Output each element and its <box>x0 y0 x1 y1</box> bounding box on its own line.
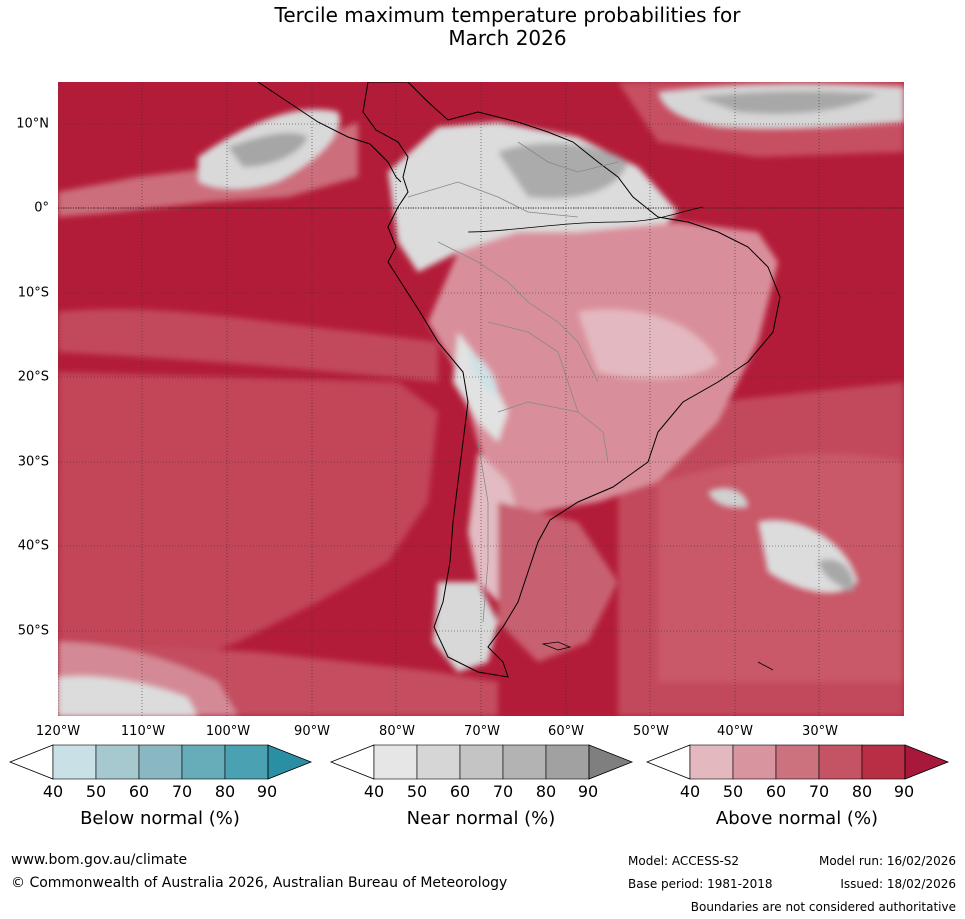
colorbar-segment <box>861 744 906 780</box>
cb-below-tick-40: 40 <box>42 782 64 801</box>
lon-label-40w: 40°W <box>717 724 753 739</box>
colorbar-near-normal <box>329 744 634 780</box>
colorbar-segment <box>373 744 418 780</box>
map-canvas <box>58 82 904 716</box>
cb-near-tick-60: 60 <box>449 782 471 801</box>
cb-below-tick-90: 90 <box>256 782 278 801</box>
gridlines <box>58 82 904 716</box>
colorbar-extend-high <box>267 744 313 780</box>
colorbar-title-below: Below normal (%) <box>80 808 240 829</box>
boundaries-disclaimer: Boundaries are not considered authoritat… <box>690 900 956 914</box>
lat-label-40s: 40°S <box>17 538 49 554</box>
cb-near-tick-40: 40 <box>363 782 385 801</box>
colorbar-segment <box>689 744 734 780</box>
colorbar-title-above: Above normal (%) <box>715 808 879 829</box>
model-name: Model: ACCESS-S2 <box>628 854 740 868</box>
amazon-river <box>467 206 704 233</box>
colorbar-below-normal <box>8 744 313 780</box>
colorbar-segment <box>818 744 863 780</box>
colorbar-segment <box>732 744 777 780</box>
lon-label-90w: 90°W <box>294 724 330 739</box>
lon-label-100w: 100°W <box>205 724 251 739</box>
colorbar-extend-high <box>588 744 634 780</box>
lon-label-50w: 50°W <box>633 724 669 739</box>
central-america-coastline <box>257 82 402 183</box>
cb-above-tick-40: 40 <box>679 782 701 801</box>
probability-map <box>58 82 904 716</box>
cb-above-tick-70: 70 <box>808 782 830 801</box>
lat-label-10s: 10°S <box>17 285 49 301</box>
lat-label-30s: 30°S <box>17 454 49 470</box>
colorbar-extend-low <box>8 744 54 780</box>
colorbar-segment <box>459 744 504 780</box>
cb-above-tick-50: 50 <box>722 782 744 801</box>
africa-edge-coast <box>757 661 774 671</box>
near-normal-patches <box>58 83 904 716</box>
website-link[interactable]: www.bom.gov.au/climate <box>11 852 188 868</box>
colorbar-segment <box>138 744 183 780</box>
chart-title: Tercile maximum temperature probabilitie… <box>0 4 965 50</box>
lat-label-10n: 10°N <box>16 116 49 132</box>
colorbar-extend-low <box>329 744 375 780</box>
issued-date: Issued: 18/02/2026 <box>840 877 956 891</box>
lon-label-60w: 60°W <box>548 724 584 739</box>
lon-label-70w: 70°W <box>464 724 500 739</box>
country-borders <box>407 141 619 623</box>
colorbar-extend-low <box>645 744 691 780</box>
cb-near-tick-90: 90 <box>577 782 599 801</box>
lat-label-0: 0° <box>34 200 49 216</box>
colorbar-segment <box>224 744 269 780</box>
falkland-islands <box>541 641 572 651</box>
cb-below-tick-50: 50 <box>85 782 107 801</box>
model-run-date: Model run: 16/02/2026 <box>818 854 956 868</box>
colorbar-segment <box>52 744 97 780</box>
colorbar-segment <box>775 744 820 780</box>
colorbar-title-near: Near normal (%) <box>406 808 556 829</box>
lon-label-30w: 30°W <box>802 724 838 739</box>
lon-label-110w: 110°W <box>120 724 166 739</box>
colorbar-segment <box>502 744 547 780</box>
lon-label-120w: 120°W <box>35 724 81 739</box>
colorbar-extend-high <box>904 744 950 780</box>
lat-label-20s: 20°S <box>17 369 49 385</box>
title-line-2: March 2026 <box>448 26 567 50</box>
lat-label-50s: 50°S <box>17 623 49 639</box>
cb-below-tick-80: 80 <box>214 782 236 801</box>
cb-near-tick-80: 80 <box>535 782 557 801</box>
colorbar-segment <box>181 744 226 780</box>
cb-above-tick-60: 60 <box>765 782 787 801</box>
colorbar-segment <box>416 744 461 780</box>
cb-above-tick-80: 80 <box>851 782 873 801</box>
lon-label-80w: 80°W <box>379 724 415 739</box>
copyright-text: © Commonwealth of Australia 2026, Austra… <box>11 875 508 891</box>
south-america-coastline <box>362 82 781 678</box>
colorbar-above-normal <box>645 744 950 780</box>
cb-near-tick-50: 50 <box>406 782 428 801</box>
cb-below-tick-60: 60 <box>128 782 150 801</box>
cb-above-tick-90: 90 <box>893 782 915 801</box>
base-period: Base period: 1981-2018 <box>628 877 773 891</box>
cb-near-tick-70: 70 <box>492 782 514 801</box>
land-probability-field <box>388 122 778 672</box>
colorbar-segment <box>95 744 140 780</box>
cb-below-tick-70: 70 <box>171 782 193 801</box>
colorbar-segment <box>545 744 590 780</box>
title-line-1: Tercile maximum temperature probabilitie… <box>274 3 741 27</box>
